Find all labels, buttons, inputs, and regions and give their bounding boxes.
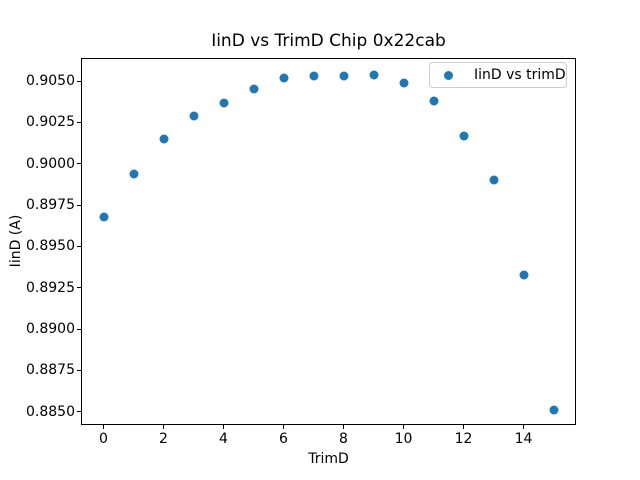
data-point <box>429 96 438 106</box>
data-point <box>489 175 498 185</box>
scatter-marker-icon <box>444 70 453 80</box>
y-tick-mark <box>77 163 81 165</box>
data-point <box>189 111 198 121</box>
data-point <box>519 270 528 280</box>
y-tick-mark <box>77 411 81 413</box>
chart-title: IinD vs TrimD Chip 0x22cab <box>211 31 446 51</box>
x-axis-label: TrimD <box>308 451 349 467</box>
data-point <box>249 84 258 94</box>
x-tick-mark <box>403 425 404 429</box>
data-point <box>99 212 108 222</box>
x-tick-mark <box>163 425 164 429</box>
data-point <box>129 169 138 179</box>
x-tick-mark <box>523 425 524 429</box>
legend: IinD vs trimD <box>429 62 567 88</box>
y-tick-label: 0.8875 <box>26 362 75 379</box>
x-tick-mark <box>103 425 104 429</box>
y-tick-label: 0.8950 <box>26 238 75 255</box>
data-point <box>339 71 348 81</box>
y-tick-mark <box>77 245 81 247</box>
y-tick-label: 0.9050 <box>26 73 75 90</box>
y-tick-mark <box>77 80 81 82</box>
data-point <box>219 98 228 108</box>
x-tick-label: 2 <box>159 431 168 447</box>
x-tick-mark <box>283 425 284 429</box>
y-tick-label: 0.9025 <box>26 114 75 131</box>
x-tick-label: 0 <box>99 431 108 447</box>
data-point <box>159 134 168 144</box>
y-tick-mark <box>77 121 81 123</box>
x-tick-label: 12 <box>454 431 473 447</box>
x-tick-mark <box>463 425 464 429</box>
legend-label: IinD vs trimD <box>474 67 566 83</box>
x-tick-label: 4 <box>219 431 228 447</box>
data-point <box>549 405 558 415</box>
y-tick-mark <box>77 328 81 330</box>
data-point <box>309 71 318 81</box>
y-tick-mark <box>77 204 81 206</box>
data-point <box>279 73 288 83</box>
y-tick-label: 0.8850 <box>26 403 75 420</box>
x-tick-label: 10 <box>394 431 413 447</box>
data-point <box>399 78 408 88</box>
x-tick-label: 8 <box>339 431 348 447</box>
x-tick-mark <box>223 425 224 429</box>
x-tick-label: 6 <box>279 431 288 447</box>
y-tick-label: 0.8925 <box>26 279 75 296</box>
data-point <box>459 131 468 141</box>
y-tick-label: 0.8900 <box>26 321 75 338</box>
x-tick-mark <box>343 425 344 429</box>
y-tick-mark <box>77 369 81 371</box>
y-tick-mark <box>77 287 81 289</box>
y-tick-label: 0.9000 <box>26 155 75 172</box>
plot-area <box>81 58 576 425</box>
x-tick-label: 14 <box>514 431 533 447</box>
y-tick-label: 0.8975 <box>26 197 75 214</box>
data-point <box>369 70 378 80</box>
